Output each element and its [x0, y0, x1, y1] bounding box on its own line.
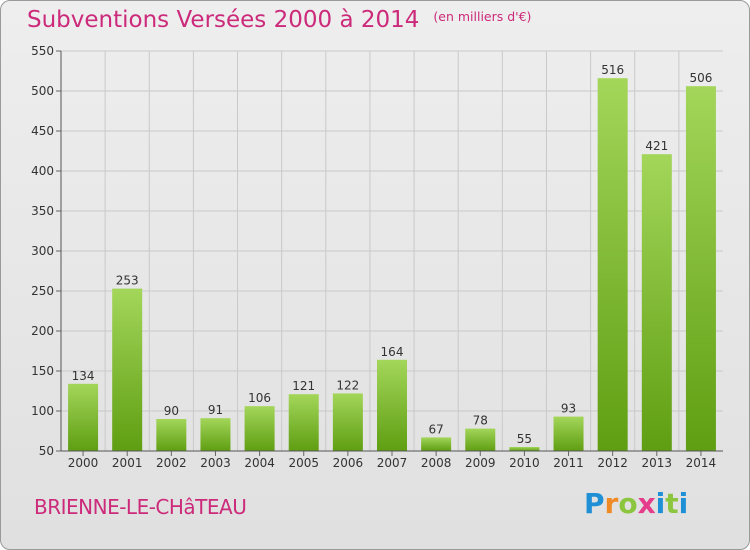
data-label: 506: [689, 71, 712, 85]
x-tick-label: 2006: [333, 456, 364, 470]
bar: [421, 437, 452, 451]
logo-letter: i: [678, 487, 689, 520]
data-label: 78: [473, 414, 488, 428]
x-tick-label: 2001: [112, 456, 143, 470]
bar: [641, 154, 672, 451]
bar: [288, 394, 319, 451]
y-tick-label: 550: [31, 44, 54, 58]
bar: [332, 393, 363, 451]
data-label: 253: [116, 274, 139, 288]
logo-letter: o: [618, 487, 638, 520]
data-label: 93: [561, 402, 576, 416]
y-tick-label: 100: [31, 404, 54, 418]
chart-unit: (en milliers d'€): [433, 9, 532, 24]
data-label: 122: [336, 378, 359, 392]
data-label: 421: [645, 139, 668, 153]
y-tick-label: 250: [31, 284, 54, 298]
data-label: 90: [164, 404, 179, 418]
data-label: 164: [381, 345, 404, 359]
x-tick-label: 2012: [597, 456, 628, 470]
y-tick-label: 150: [31, 364, 54, 378]
data-label: 134: [72, 369, 95, 383]
data-label: 91: [208, 403, 223, 417]
x-tick-label: 2011: [553, 456, 584, 470]
chart-title: Subventions Versées 2000 à 2014 (en milli…: [27, 7, 532, 33]
logo-letter: i: [655, 487, 666, 520]
y-tick-label: 200: [31, 324, 54, 338]
data-label: 106: [248, 391, 271, 405]
bar: [509, 447, 540, 451]
logo-letter: t: [665, 487, 679, 520]
bar: [112, 288, 143, 451]
bar: [200, 418, 231, 451]
logo-letter: P: [584, 487, 605, 520]
x-tick-label: 2005: [288, 456, 319, 470]
bar: [597, 78, 628, 451]
data-label: 121: [292, 379, 315, 393]
y-tick-label: 350: [31, 204, 54, 218]
logo-letter: r: [604, 487, 619, 520]
x-tick-label: 2008: [421, 456, 452, 470]
bar: [156, 419, 187, 451]
bar: [377, 359, 407, 451]
x-tick-label: 2013: [642, 456, 673, 470]
y-tick-label: 450: [31, 124, 54, 138]
x-tick-label: 2007: [377, 456, 408, 470]
proxiti-logo: Proxiti: [584, 487, 688, 520]
x-tick-label: 2003: [200, 456, 231, 470]
data-label: 55: [517, 432, 532, 446]
y-tick-label: 50: [39, 444, 54, 458]
bar: [685, 86, 716, 451]
y-tick-label: 500: [31, 84, 54, 98]
data-label: 516: [601, 63, 624, 77]
y-tick-label: 300: [31, 244, 54, 258]
data-label: 67: [428, 422, 443, 436]
x-tick-label: 2009: [465, 456, 496, 470]
x-tick-label: 2004: [244, 456, 275, 470]
x-tick-label: 2002: [156, 456, 187, 470]
x-tick-label: 2010: [509, 456, 540, 470]
logo-letter: x: [637, 487, 656, 520]
bar: [68, 383, 99, 451]
x-tick-label: 2000: [68, 456, 99, 470]
bar: [553, 416, 584, 451]
x-tick-label: 2014: [686, 456, 717, 470]
commune-name: BRIENNE-LE-CHâTEAU: [34, 495, 247, 519]
bar: [244, 406, 275, 451]
bar: [465, 428, 496, 451]
y-tick-label: 400: [31, 164, 54, 178]
